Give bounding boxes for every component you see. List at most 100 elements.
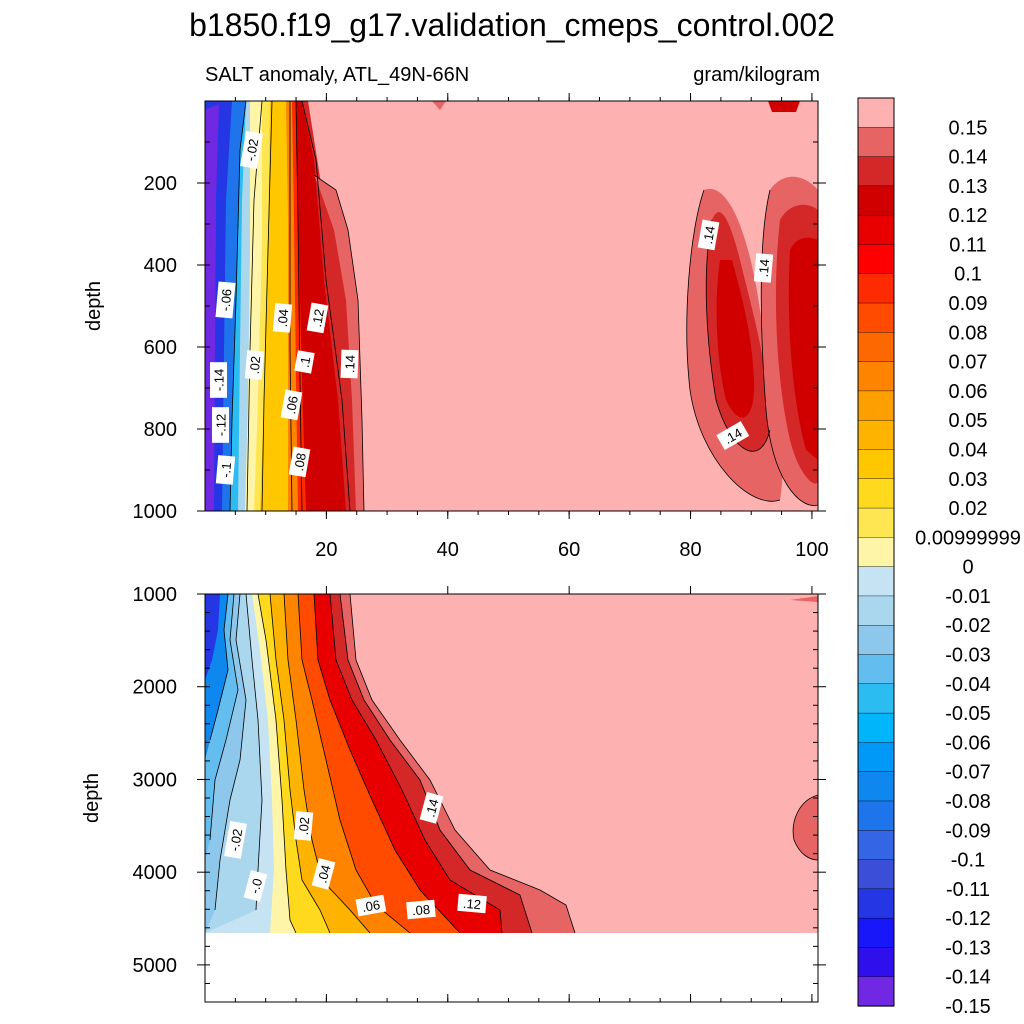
contour-label: .04 xyxy=(311,858,336,890)
contour-line xyxy=(289,101,293,511)
colorbar-swatch xyxy=(857,390,895,421)
contour-label: .12 xyxy=(457,893,487,914)
contour-label: .14 xyxy=(753,253,774,283)
x-tick-label: 100 xyxy=(795,539,828,561)
colorbar-tick-label: 0.11 xyxy=(949,234,986,256)
contour-line xyxy=(269,594,331,933)
fill-lower-blue4 xyxy=(205,594,220,680)
x-tick-label: 60 xyxy=(558,539,580,561)
contour-line xyxy=(209,594,229,741)
colorbar-tick-label: 0.04 xyxy=(949,439,988,461)
y-tick-label: 2000 xyxy=(133,677,178,699)
svg-text:.06: .06 xyxy=(283,395,301,415)
lower-axis-ticks: 1000 2000 3000 4000 5000 xyxy=(133,584,826,1003)
colorbar-tick-label: 0.13 xyxy=(949,176,988,198)
svg-text:.12: .12 xyxy=(309,308,327,328)
colorbar-tick-label: 0.00999999 xyxy=(915,527,1021,549)
colorbar-tick-label: -0.13 xyxy=(945,937,991,959)
contour-label: .14 xyxy=(716,421,750,450)
contour-line xyxy=(339,594,533,933)
colorbar-tick-label: 0.15 xyxy=(949,117,988,139)
colorbar-swatch xyxy=(857,273,895,304)
colorbar-swatch xyxy=(857,712,895,743)
colorbar-tick-label: -0.07 xyxy=(945,762,991,784)
contour-label: .1 xyxy=(294,350,315,374)
colorbar-swatch xyxy=(857,419,895,451)
contour-line xyxy=(301,101,351,511)
svg-text:.12: .12 xyxy=(462,896,481,913)
colorbar-swatch xyxy=(857,830,895,861)
fill-lower-right-spot xyxy=(793,795,818,860)
y-tick-label: 600 xyxy=(144,337,177,359)
contour-label: -.14 xyxy=(210,362,227,398)
contour-label: -.02 xyxy=(240,130,263,169)
contour-label: .14 xyxy=(419,792,444,824)
y-tick-label: 800 xyxy=(144,419,177,441)
svg-text:.14: .14 xyxy=(756,258,773,277)
colorbar-swatch xyxy=(857,947,895,978)
colorbar-swatch xyxy=(857,595,895,626)
svg-text:.08: .08 xyxy=(411,902,430,919)
colorbar-swatch xyxy=(857,625,895,656)
svg-text:.02: .02 xyxy=(296,816,313,835)
colorbar-tick-label: -0.12 xyxy=(945,908,991,930)
y-tick-label: 1000 xyxy=(133,584,178,606)
contour-label: -.0 xyxy=(243,870,268,902)
lower-contour-labels: -.02 -.0 .02 .04 .06 .08 .12 .14 xyxy=(224,792,487,920)
contour-line xyxy=(760,189,818,506)
fill-upper-violet xyxy=(205,104,219,511)
contour-line xyxy=(349,594,576,933)
colorbar-swatch xyxy=(857,566,895,597)
y-tick-label: 200 xyxy=(144,173,177,195)
colorbar-swatch xyxy=(857,507,895,538)
contour-label: .02 xyxy=(293,811,314,841)
chart-units: gram/kilogram xyxy=(693,64,820,86)
y-tick-label: 4000 xyxy=(133,862,178,884)
fill-upper-blob1-core xyxy=(716,260,755,418)
colorbar: 0.15 0.14 0.13 0.12 0.11 0.1 0.09 0.08 0.07 0.06 0… xyxy=(857,97,1021,1018)
contour-label: .02 xyxy=(244,350,265,380)
contour-line xyxy=(686,189,781,502)
fill-lower-top-right-spot xyxy=(790,596,818,602)
svg-text:-.06: -.06 xyxy=(218,288,235,312)
contour-label: .12 xyxy=(306,302,329,334)
colorbar-tick-label: 0.12 xyxy=(949,205,988,227)
contour-label: -.06 xyxy=(215,281,236,319)
contour-line xyxy=(313,594,461,933)
svg-text:.04: .04 xyxy=(314,863,333,884)
chart-title: b1850.f19_g17.validation_cmeps_control.0… xyxy=(189,7,835,43)
colorbar-swatch xyxy=(857,185,895,216)
fill-upper-blob2-core xyxy=(788,237,818,460)
colorbar-swatch xyxy=(857,537,895,568)
contour-label: -.12 xyxy=(212,407,229,443)
colorbar-swatch xyxy=(857,917,895,949)
svg-text:-.12: -.12 xyxy=(214,414,229,436)
contour-label: .06 xyxy=(280,389,303,421)
fill-upper-top-spot2 xyxy=(432,101,446,110)
contour-label: .08 xyxy=(288,446,311,478)
x-tick-label: 40 xyxy=(437,539,459,561)
svg-text:-.02: -.02 xyxy=(243,138,262,163)
colorbar-tick-label: -0.02 xyxy=(945,615,991,637)
colorbar-tick-label: 0.06 xyxy=(949,381,988,403)
contour-line xyxy=(229,101,247,511)
contour-label: -.02 xyxy=(224,820,247,859)
x-tick-label: 20 xyxy=(315,539,337,561)
colorbar-swatch xyxy=(857,654,895,685)
contour-label: .04 xyxy=(272,303,293,333)
colorbar-swatch xyxy=(857,976,895,1007)
svg-text:-.14: -.14 xyxy=(212,369,227,391)
colorbar-swatch xyxy=(857,127,895,158)
colorbar-swatch xyxy=(857,156,895,187)
colorbar-tick-label: 0.02 xyxy=(949,498,988,520)
colorbar-tick-label: 0.05 xyxy=(949,410,988,432)
svg-text:.02: .02 xyxy=(247,355,264,374)
contour-line xyxy=(261,101,273,511)
svg-text:.08: .08 xyxy=(291,452,309,472)
contour-line xyxy=(257,594,297,933)
colorbar-swatch xyxy=(857,888,895,919)
svg-text:-.02: -.02 xyxy=(227,828,246,853)
colorbar-swatch xyxy=(857,361,895,392)
contour-line xyxy=(705,219,771,452)
